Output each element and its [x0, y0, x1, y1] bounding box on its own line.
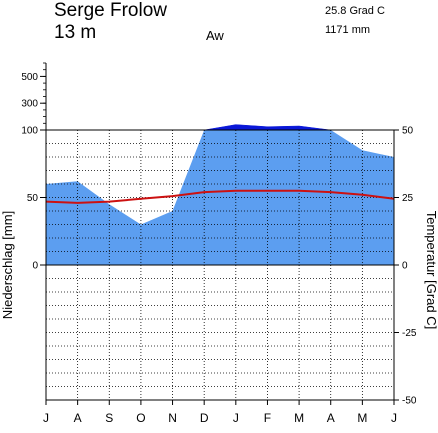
temperature-layer: [45, 189, 395, 204]
climate-class-label: Aw: [206, 28, 224, 43]
right-tick-label: -50: [402, 396, 417, 407]
left-tick-label: 500: [21, 72, 38, 83]
y-axis-label-left: Niederschlag [mm]: [0, 211, 15, 319]
month-label: J: [233, 411, 239, 425]
month-label: N: [168, 411, 177, 425]
month-label: J: [391, 411, 397, 425]
month-label: J: [43, 411, 49, 425]
month-label: M: [357, 411, 367, 425]
precipitation-excess-M8: [298, 125, 331, 131]
precipitation-excess-J6: [235, 124, 268, 131]
month-label: F: [264, 411, 271, 425]
left-tick-label: 50: [27, 193, 39, 204]
precipitation-layer: [46, 124, 394, 265]
station-title: Serge Frolow: [54, 0, 167, 21]
month-label: A: [74, 411, 82, 425]
precipitation-excess-D5: [204, 124, 237, 131]
left-tick-label: 100: [21, 126, 38, 137]
tick-labels-layer: 0 50 100 300 500 -50 -25 0 25 50 J A S O N D J F M A M J: [21, 72, 417, 425]
grid-layer: [46, 130, 394, 400]
month-label: M: [294, 411, 304, 425]
temperature-line: [45, 189, 395, 204]
right-tick-label: -25: [402, 328, 417, 339]
month-label: D: [200, 411, 209, 425]
left-tick-label: 0: [32, 261, 38, 272]
right-tick-label: 25: [402, 193, 414, 204]
elevation-label: 13 m: [54, 22, 96, 43]
mean-temperature-label: 25.8 Grad C: [325, 5, 385, 17]
axes-layer: [40, 62, 399, 405]
month-label: S: [105, 411, 113, 425]
annual-precipitation-label: 1171 mm: [325, 24, 370, 36]
y-axis-label-right: Temperatur [Grad C]: [424, 211, 438, 330]
precipitation-excess-F7: [267, 125, 300, 131]
right-tick-label: 0: [402, 261, 408, 272]
right-tick-label: 50: [402, 126, 414, 137]
month-label: A: [327, 411, 335, 425]
month-label: O: [136, 411, 145, 425]
left-tick-label: 300: [21, 99, 38, 110]
